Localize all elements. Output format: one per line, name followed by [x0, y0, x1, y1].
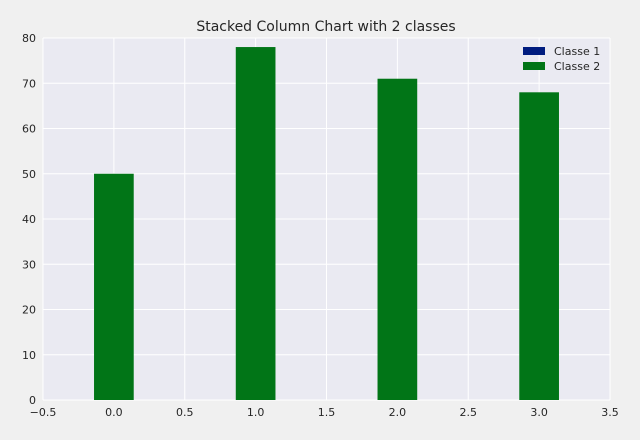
x-tick-label: 2.5	[460, 406, 478, 419]
legend: Classe 1 Classe 2	[523, 45, 600, 73]
legend-swatch	[523, 47, 545, 55]
y-tick-label: 30	[22, 258, 36, 271]
bar-classe-2-3	[519, 92, 559, 401]
y-tick-label: 0	[29, 394, 36, 407]
x-tick-label: 1.5	[318, 406, 336, 419]
x-tick-label: 3.0	[530, 406, 548, 419]
x-axis-tick-labels: −0.5 0.0 0.5 1.0 1.5 2.0 2.5 3.0 3.5	[30, 406, 619, 419]
legend-label: Classe 2	[554, 60, 600, 73]
y-tick-label: 40	[22, 213, 36, 226]
chart-title: Stacked Column Chart with 2 classes	[196, 19, 455, 35]
y-tick-label: 10	[22, 349, 36, 362]
bar-classe-2-2	[377, 78, 418, 400]
bars	[94, 47, 559, 401]
bar-classe-2-1	[235, 47, 276, 401]
x-tick-label: 2.0	[389, 406, 407, 419]
x-tick-label: 0.0	[105, 406, 123, 419]
y-tick-label: 60	[22, 123, 36, 136]
x-tick-label: −0.5	[30, 406, 57, 419]
y-tick-label: 80	[22, 32, 36, 45]
legend-swatch	[523, 62, 545, 70]
x-tick-label: 1.0	[247, 406, 265, 419]
y-axis-tick-labels: 0 10 20 30 40 50 60 70 80	[22, 32, 36, 407]
y-tick-label: 70	[22, 77, 36, 90]
legend-label: Classe 1	[554, 45, 600, 58]
x-tick-label: 0.5	[176, 406, 194, 419]
bar-classe-2-0	[94, 173, 134, 400]
y-tick-label: 50	[22, 168, 36, 181]
x-tick-label: 3.5	[601, 406, 619, 419]
y-tick-label: 20	[22, 304, 36, 317]
